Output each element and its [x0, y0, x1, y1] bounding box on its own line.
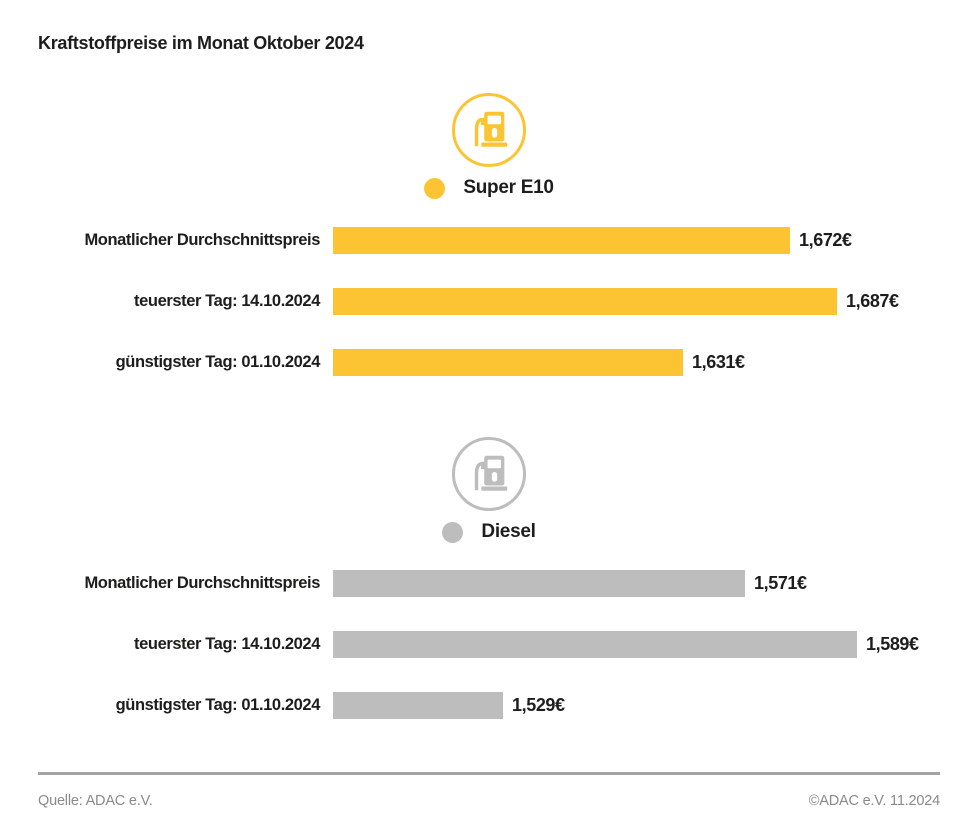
- bar-row-label: günstigster Tag: 01.10.2024: [115, 696, 321, 714]
- bar-value: 1,571€: [754, 573, 807, 593]
- chart-title: Kraftstoffpreise im Monat Oktober 2024: [38, 33, 364, 53]
- bar-row-label: günstigster Tag: 01.10.2024: [115, 353, 321, 371]
- bar-row: Monatlicher Durchschnittspreis 1,571€: [38, 570, 978, 597]
- bar-row: teuerster Tag: 14.10.2024 1,687€: [38, 288, 978, 315]
- fuel-pump-icon: [474, 455, 508, 491]
- bar-diesel-durchschnitt: [333, 570, 745, 597]
- bar-row-label: Monatlicher Durchschnittspreis: [84, 574, 320, 592]
- diesel-legend-dot: [442, 521, 464, 543]
- bar-value: 1,631€: [692, 352, 745, 372]
- bar-super-e10-teuerster-tag: [333, 288, 837, 315]
- bar-row-label: teuerster Tag: 14.10.2024: [134, 292, 320, 310]
- diesel-legend: Diesel: [0, 520, 978, 544]
- bar-row: Monatlicher Durchschnittspreis 1,672€: [38, 227, 978, 254]
- bar-row: günstigster Tag: 01.10.2024 1,631€: [38, 349, 978, 376]
- bar-value: 1,589€: [866, 634, 919, 654]
- super-e10-pump-icon-circle: [452, 93, 526, 167]
- copyright-text: ©ADAC e.V. 11.2024: [808, 793, 940, 809]
- bar-value: 1,687€: [846, 291, 899, 311]
- super-e10-legend: Super E10: [0, 176, 978, 200]
- bar-super-e10-guenstigster-tag: [333, 349, 683, 376]
- bar-row-label: Monatlicher Durchschnittspreis: [84, 231, 320, 249]
- bar-row: günstigster Tag: 01.10.2024 1,529€: [38, 692, 978, 719]
- bar-value: 1,672€: [799, 230, 852, 250]
- bar-diesel-teuerster-tag: [333, 631, 857, 658]
- fuel-pump-icon: [474, 111, 508, 147]
- bar-row-label: teuerster Tag: 14.10.2024: [134, 635, 320, 653]
- bar-diesel-guenstigster-tag: [333, 692, 503, 719]
- bar-value: 1,529€: [512, 695, 565, 715]
- diesel-legend-label: Diesel: [481, 521, 536, 542]
- source-text: Quelle: ADAC e.V.: [38, 793, 153, 809]
- bar-row: teuerster Tag: 14.10.2024 1,589€: [38, 631, 978, 658]
- diesel-pump-icon-circle: [452, 437, 526, 511]
- super-e10-legend-label: Super E10: [463, 177, 554, 198]
- bar-super-e10-durchschnitt: [333, 227, 790, 254]
- super-e10-legend-dot: [424, 177, 446, 199]
- footer-divider: [38, 772, 940, 775]
